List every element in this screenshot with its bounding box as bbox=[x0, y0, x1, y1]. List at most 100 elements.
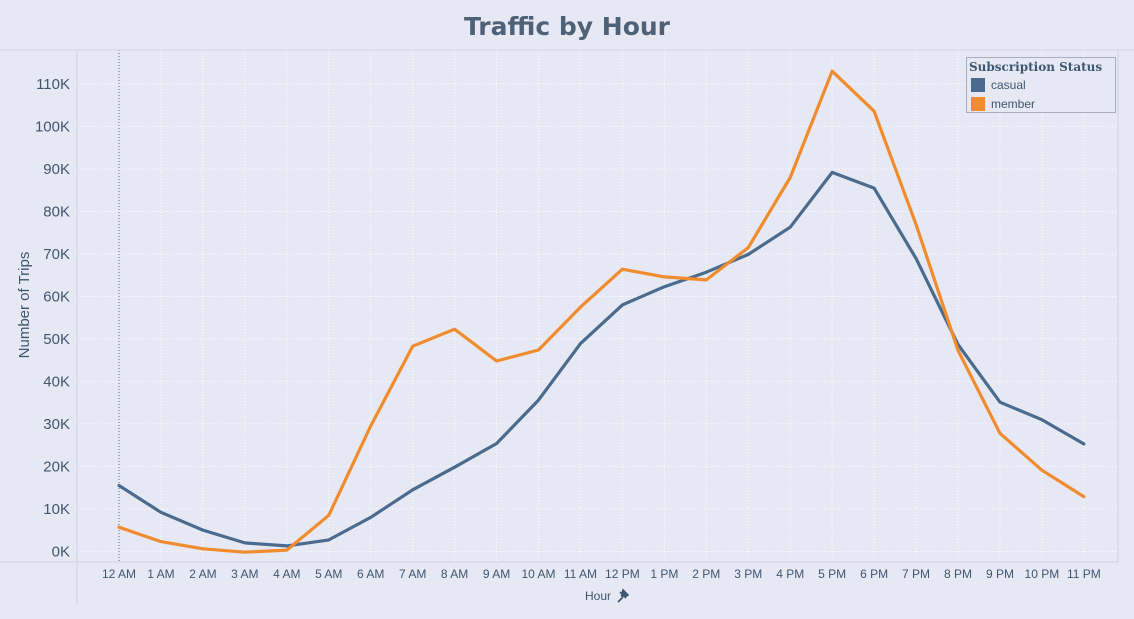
series-line-casual[interactable] bbox=[117, 170, 1086, 548]
legend-title: Subscription Status bbox=[969, 60, 1103, 74]
x-tick-label: 3 PM bbox=[734, 567, 762, 581]
legend-swatch-member bbox=[971, 97, 985, 111]
y-tick-label: 40K bbox=[43, 373, 70, 390]
data-point-member[interactable] bbox=[704, 278, 708, 282]
y-tick-label: 50K bbox=[43, 331, 70, 348]
series-line-member[interactable] bbox=[117, 69, 1086, 554]
data-point-member[interactable] bbox=[411, 344, 415, 348]
x-axis-ticks: 12 AM 1 AM 2 AM 3 AM 4 AM 5 AM 6 AM 7 AM 8 AM 9 A… bbox=[102, 567, 1101, 581]
x-tick-label: 3 AM bbox=[231, 567, 258, 581]
data-point-member[interactable] bbox=[285, 548, 289, 552]
legend-item-member[interactable]: member bbox=[971, 96, 1035, 112]
data-point-casual[interactable] bbox=[453, 465, 457, 469]
data-point-member[interactable] bbox=[914, 223, 918, 227]
data-point-casual[interactable] bbox=[1040, 418, 1044, 422]
x-tick-label: 12 AM bbox=[102, 567, 136, 581]
y-tick-label: 60K bbox=[43, 288, 70, 305]
x-tick-label: 6 PM bbox=[860, 567, 888, 581]
data-point-casual[interactable] bbox=[327, 538, 331, 542]
data-point-casual[interactable] bbox=[998, 400, 1002, 404]
data-point-member[interactable] bbox=[1040, 468, 1044, 472]
y-axis-ticks: 0K 10K 20K 30K 40K 50K 60K 70K 80K 90K 100K 110K bbox=[35, 76, 70, 560]
data-point-casual[interactable] bbox=[914, 257, 918, 261]
legend-swatch-casual bbox=[971, 78, 985, 92]
data-point-casual[interactable] bbox=[1082, 442, 1086, 446]
y-tick-label: 70K bbox=[43, 246, 70, 263]
data-point-casual[interactable] bbox=[704, 270, 708, 274]
data-point-member[interactable] bbox=[830, 69, 834, 73]
x-axis-label: Hour bbox=[585, 589, 611, 603]
data-point-member[interactable] bbox=[159, 540, 163, 544]
x-tick-label: 8 PM bbox=[944, 567, 972, 581]
y-tick-label: 90K bbox=[43, 161, 70, 178]
x-tick-label: 9 AM bbox=[483, 567, 510, 581]
y-tick-label: 0K bbox=[52, 543, 70, 560]
data-point-member[interactable] bbox=[1082, 495, 1086, 499]
data-point-member[interactable] bbox=[872, 109, 876, 113]
data-point-member[interactable] bbox=[453, 327, 457, 331]
data-point-casual[interactable] bbox=[578, 342, 582, 346]
data-point-casual[interactable] bbox=[201, 528, 205, 532]
y-tick-label: 10K bbox=[43, 501, 70, 518]
x-tick-label: 11 PM bbox=[1067, 567, 1101, 581]
data-point-member[interactable] bbox=[369, 424, 373, 428]
data-point-member[interactable] bbox=[495, 359, 499, 363]
data-point-member[interactable] bbox=[537, 348, 541, 352]
x-tick-label: 10 AM bbox=[521, 567, 555, 581]
pin-icon[interactable] bbox=[617, 588, 630, 603]
data-point-member[interactable] bbox=[620, 267, 624, 271]
series-lines[interactable] bbox=[117, 69, 1086, 554]
data-point-casual[interactable] bbox=[620, 303, 624, 307]
legend[interactable]: Subscription Status casual member bbox=[966, 57, 1116, 113]
x-tick-label: 4 AM bbox=[273, 567, 300, 581]
x-tick-label: 1 AM bbox=[147, 567, 174, 581]
y-tick-label: 110K bbox=[36, 76, 70, 93]
x-tick-label: 2 AM bbox=[189, 567, 216, 581]
x-tick-label: 4 PM bbox=[776, 567, 804, 581]
x-tick-label: 7 PM bbox=[902, 567, 930, 581]
y-axis-label: Number of Trips bbox=[16, 252, 33, 359]
grid-lines bbox=[77, 50, 1118, 562]
axes bbox=[0, 49, 1134, 605]
data-point-casual[interactable] bbox=[746, 252, 750, 256]
x-tick-label: 2 PM bbox=[692, 567, 720, 581]
data-point-casual[interactable] bbox=[662, 285, 666, 289]
data-point-member[interactable] bbox=[956, 348, 960, 352]
data-point-member[interactable] bbox=[662, 275, 666, 279]
data-point-casual[interactable] bbox=[411, 488, 415, 492]
x-tick-label: 6 AM bbox=[357, 567, 384, 581]
data-point-casual[interactable] bbox=[872, 186, 876, 190]
legend-label-member: member bbox=[991, 97, 1036, 111]
x-tick-label: 5 PM bbox=[818, 567, 846, 581]
data-point-casual[interactable] bbox=[243, 541, 247, 545]
x-tick-label: 12 PM bbox=[605, 567, 640, 581]
data-point-casual[interactable] bbox=[117, 484, 121, 488]
x-tick-label: 7 AM bbox=[399, 567, 426, 581]
x-tick-label: 10 PM bbox=[1025, 567, 1060, 581]
x-tick-label: 8 AM bbox=[441, 567, 468, 581]
data-point-casual[interactable] bbox=[830, 170, 834, 174]
data-point-casual[interactable] bbox=[495, 441, 499, 445]
data-point-member[interactable] bbox=[327, 513, 331, 517]
chart-title: Traffic by Hour bbox=[463, 12, 671, 41]
data-point-member[interactable] bbox=[243, 550, 247, 554]
data-point-member[interactable] bbox=[998, 431, 1002, 435]
data-point-member[interactable] bbox=[746, 246, 750, 250]
x-tick-label: 9 PM bbox=[986, 567, 1014, 581]
data-point-member[interactable] bbox=[117, 525, 121, 529]
x-tick-label: 11 AM bbox=[564, 567, 597, 581]
data-point-member[interactable] bbox=[201, 547, 205, 551]
data-point-casual[interactable] bbox=[788, 225, 792, 229]
data-point-casual[interactable] bbox=[537, 398, 541, 402]
x-tick-label: 5 AM bbox=[315, 567, 342, 581]
x-tick-label: 1 PM bbox=[650, 567, 678, 581]
y-tick-label: 30K bbox=[43, 416, 70, 433]
y-tick-label: 80K bbox=[43, 203, 70, 220]
data-point-member[interactable] bbox=[788, 175, 792, 179]
data-point-casual[interactable] bbox=[159, 510, 163, 514]
data-point-casual[interactable] bbox=[369, 515, 373, 519]
data-point-member[interactable] bbox=[578, 305, 582, 309]
legend-item-casual[interactable]: casual bbox=[971, 77, 1026, 93]
y-tick-label: 20K bbox=[43, 458, 70, 475]
